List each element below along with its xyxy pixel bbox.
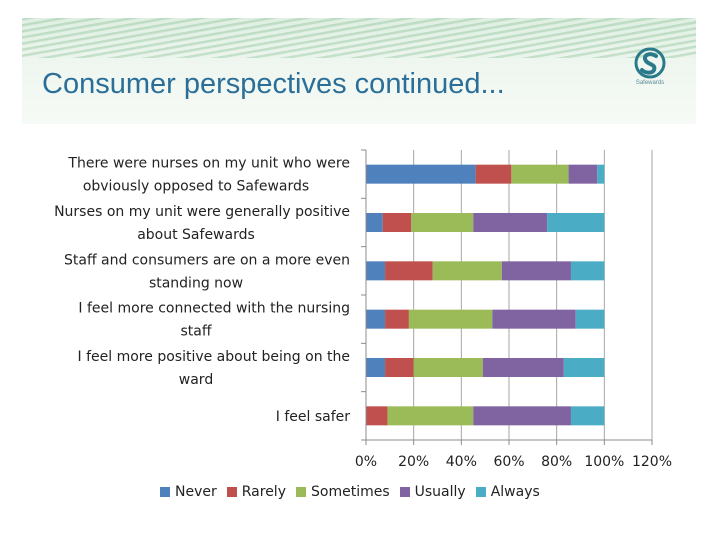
grid-layer <box>413 150 653 440</box>
legend-item-never: Never <box>160 484 217 500</box>
legend-label: Usually <box>414 484 466 500</box>
bar-segment-rarely <box>475 164 512 184</box>
x-tick-label: 60% <box>493 454 524 470</box>
bar-segment-rarely <box>385 261 433 281</box>
header-stripe <box>22 18 696 58</box>
bar-segment-usually <box>492 309 576 329</box>
bar-segment-never <box>366 213 383 232</box>
bar-segment-never <box>366 164 476 184</box>
bar-segment-always <box>597 164 605 184</box>
logo-text: Safewards <box>635 80 665 86</box>
category-label: standing now <box>149 275 243 291</box>
x-tick-label: 120% <box>632 454 672 470</box>
x-tick-label: 80% <box>541 454 572 470</box>
legend-swatch <box>296 487 306 497</box>
category-label: I feel safer <box>276 409 350 425</box>
category-label: There were nurses on my unit who were <box>67 156 350 172</box>
bar-segment-usually <box>473 406 571 426</box>
legend-label: Never <box>175 484 217 500</box>
bar-segment-usually <box>473 213 548 232</box>
bar-segment-always <box>575 309 605 329</box>
bar-segment-always <box>570 261 605 281</box>
bar-segment-always <box>547 213 605 232</box>
bar-segment-usually <box>482 358 564 377</box>
bar-segment-always <box>570 406 605 426</box>
category-label: ward <box>179 372 213 388</box>
slide-header: Consumer perspectives continued... <box>22 18 696 124</box>
category-label: I feel more connected with the nursing <box>78 301 350 317</box>
axis-layer <box>361 149 653 445</box>
x-tick-label: 100% <box>584 454 624 470</box>
legend-swatch <box>226 487 237 497</box>
bar-segment-sometimes <box>413 358 483 377</box>
bars-layer <box>366 164 605 426</box>
legend-item-sometimes: Sometimes <box>296 484 390 500</box>
legend-item-always: Always <box>475 484 540 500</box>
bar-segment-sometimes <box>432 261 502 281</box>
legend-swatch <box>399 487 410 497</box>
safewards-logo: Safewards <box>628 46 672 96</box>
legend-item-usually: Usually <box>399 484 466 500</box>
bar-segment-rarely <box>385 358 414 377</box>
x-tick-label: 40% <box>446 454 477 470</box>
bar-segment-never <box>366 358 386 377</box>
legend-label: Sometimes <box>311 484 390 500</box>
category-label: I feel more positive about being on the <box>78 349 350 365</box>
legend-swatch <box>475 487 486 497</box>
category-label: Staff and consumers are on a more even <box>64 252 350 268</box>
bar-segment-sometimes <box>511 164 569 184</box>
x-tick-label: 20% <box>398 454 429 470</box>
legend-label: Always <box>490 484 540 500</box>
bar-segment-rarely <box>366 406 388 426</box>
bar-segment-usually <box>501 261 571 281</box>
bar-segment-sometimes <box>408 309 493 329</box>
category-labels: There were nurses on my unit who were obv… <box>54 156 350 425</box>
bar-segment-sometimes <box>387 406 474 426</box>
category-label: about Safewards <box>137 227 255 243</box>
bar-segment-sometimes <box>411 213 474 232</box>
category-label: staff <box>180 324 211 340</box>
category-label: obviously opposed to Safewards <box>83 179 309 195</box>
bar-segment-usually <box>568 164 598 184</box>
bar-segment-always <box>563 358 605 377</box>
bar-segment-never <box>366 261 386 281</box>
bar-segment-rarely <box>382 213 412 232</box>
x-tick-label: 0% <box>355 454 377 470</box>
chart-legend: Never Rarely Sometimes Usually Always <box>160 482 550 502</box>
slide-title: Consumer perspectives continued... <box>42 68 505 100</box>
legend-item-rarely: Rarely <box>226 484 286 500</box>
legend-swatch <box>160 487 170 497</box>
bar-segment-never <box>366 309 386 329</box>
safewards-s-icon <box>634 47 666 79</box>
category-label: Nurses on my unit were generally positiv… <box>54 204 350 220</box>
bar-segment-rarely <box>385 309 409 329</box>
x-tick-labels: 0% 20% 40% 60% 80% 100% 120% <box>355 454 672 470</box>
legend-label: Rarely <box>241 484 286 500</box>
